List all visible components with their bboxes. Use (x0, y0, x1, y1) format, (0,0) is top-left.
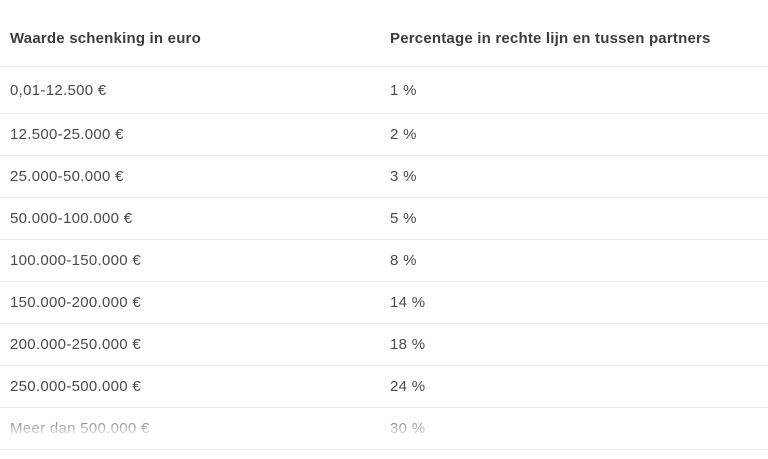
column-header-waarde-schenking: Waarde schenking in euro (10, 29, 201, 47)
range-cell: 12.500-25.000 € (10, 126, 124, 143)
range-cell: 100.000-150.000 € (10, 252, 142, 269)
range-cell: Meer dan 500.000 € (10, 420, 150, 437)
table-row: 25.000-50.000 € 3 % (0, 155, 768, 197)
percentage-cell: 5 % (390, 210, 417, 227)
percentage-cell: 8 % (390, 252, 417, 269)
percentage-cell: 2 % (390, 126, 417, 143)
table-header-row: Waarde schenking in euro Percentage in r… (0, 0, 768, 66)
table-row: 100.000-150.000 € 8 % (0, 239, 768, 281)
percentage-cell: 14 % (390, 294, 426, 311)
percentage-cell: 1 % (390, 81, 417, 99)
table-row: 50.000-100.000 € 5 % (0, 197, 768, 239)
range-cell: 25.000-50.000 € (10, 168, 124, 185)
table-row: 0,01-12.500 € 1 % (0, 66, 768, 113)
percentage-cell: 24 % (390, 378, 426, 395)
range-cell: 0,01-12.500 € (10, 81, 107, 99)
range-cell: 150.000-200.000 € (10, 294, 142, 311)
range-cell: 200.000-250.000 € (10, 336, 142, 353)
percentage-cell: 30 % (390, 420, 426, 437)
percentage-cell: 3 % (390, 168, 417, 185)
table-row: 150.000-200.000 € 14 % (0, 281, 768, 323)
column-header-percentage: Percentage in rechte lijn en tussen part… (390, 29, 711, 47)
table-row: 250.000-500.000 € 24 % (0, 365, 768, 407)
table-row: 200.000-250.000 € 18 % (0, 323, 768, 365)
table-row: Meer dan 500.000 € 30 % (0, 407, 768, 450)
table-row: 12.500-25.000 € 2 % (0, 113, 768, 155)
percentage-cell: 18 % (390, 336, 426, 353)
range-cell: 50.000-100.000 € (10, 210, 133, 227)
range-cell: 250.000-500.000 € (10, 378, 142, 395)
